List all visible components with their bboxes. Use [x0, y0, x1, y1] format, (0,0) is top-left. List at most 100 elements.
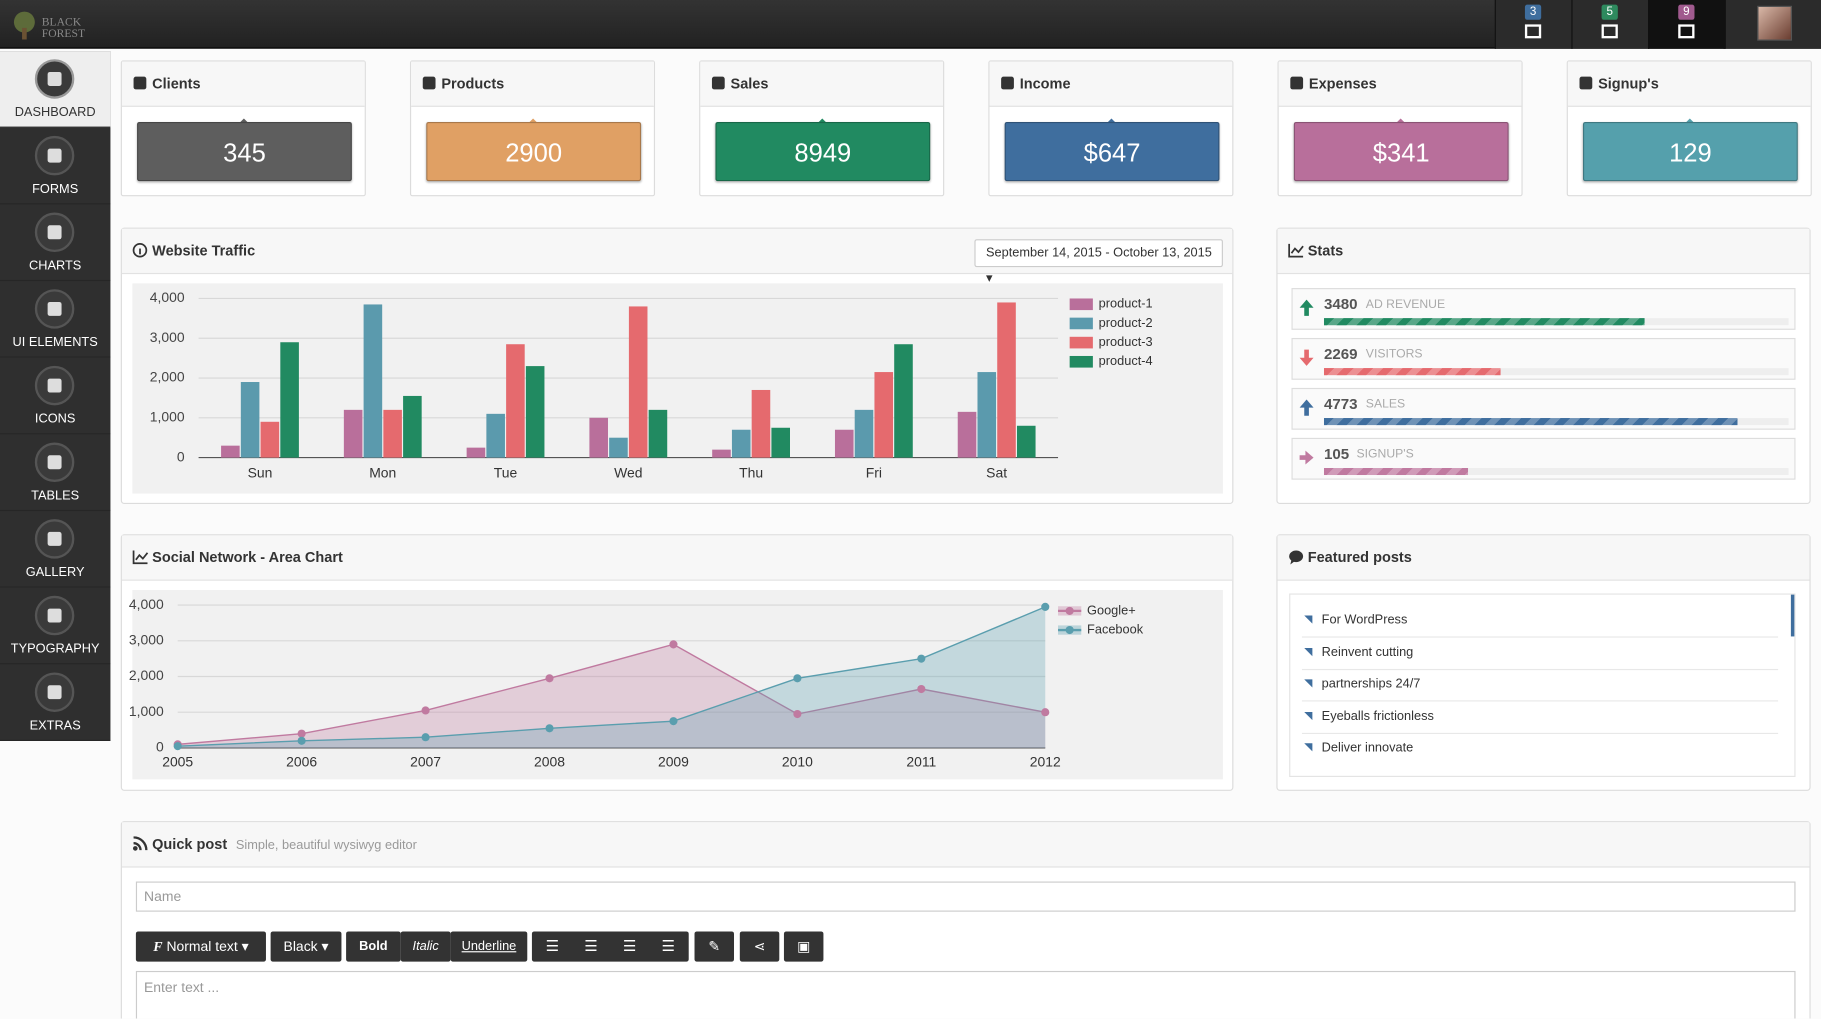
legend-label: Facebook: [1087, 621, 1144, 636]
bar: [751, 389, 771, 458]
stat-row: 4773 SALES: [1291, 387, 1796, 430]
y-tick-label: 4,000: [129, 596, 164, 612]
date-range-picker[interactable]: September 14, 2015 - October 13, 2015 ▾: [974, 239, 1223, 286]
bar: [609, 437, 628, 458]
icon: [1288, 243, 1304, 258]
badge: 3: [1524, 4, 1542, 20]
card-icon: [1001, 76, 1014, 90]
panel-title: Featured posts: [1307, 549, 1412, 566]
card-header: [1278, 61, 1522, 107]
progress-track: [1323, 368, 1789, 376]
nav-item[interactable]: TYPOGRAPHY: [0, 587, 111, 665]
data-point: [421, 733, 430, 742]
bar: [834, 429, 854, 458]
divider: [1301, 732, 1779, 734]
user-menu[interactable]: [1723, 0, 1821, 49]
x-tick-label: 2005: [162, 754, 193, 770]
nav-item[interactable]: TABLES: [0, 434, 111, 512]
underline-button[interactable]: Underline: [450, 931, 528, 962]
nav-icon[interactable]: 3: [1494, 0, 1573, 49]
nav-item[interactable]: GALLERY: [0, 511, 111, 588]
scrollbar: [1790, 594, 1795, 637]
area-line: [177, 643, 1046, 746]
stat-card: Sales 8949: [699, 60, 945, 197]
posts-list: For WordPress Reinvent cutting partnership…: [1289, 593, 1796, 777]
text-editor[interactable]: Enter text ...: [135, 970, 1796, 1019]
panel-title: Stats: [1307, 242, 1344, 259]
post-bullet: [1304, 743, 1313, 752]
x-tick-label: Sun: [248, 465, 273, 481]
font-dropdown[interactable]: F Normal text ▾: [135, 931, 266, 962]
card-header: [700, 61, 944, 107]
legend-dot: [1065, 606, 1074, 615]
panel-header: Featured posts: [1277, 535, 1810, 581]
panel-title: Quick post: [152, 836, 228, 853]
arrow-shape: [1299, 450, 1314, 465]
progress-bar: [1323, 368, 1501, 376]
y-tick-label: 0: [156, 739, 164, 755]
nav-icon-glyph: [47, 378, 62, 393]
icon: [132, 836, 148, 851]
bold-button[interactable]: Bold: [346, 931, 401, 962]
nav-icon-glyph: [47, 608, 62, 623]
nav-icon: [34, 59, 75, 99]
panel-header: Social Network - Area Chart: [121, 535, 1233, 581]
y-tick-label: 2,000: [150, 369, 185, 385]
logo-line: FOREST: [41, 27, 86, 41]
nav-item[interactable]: ICONS: [0, 357, 111, 435]
panel-title: Social Network - Area Chart: [152, 549, 343, 566]
nav-item[interactable]: FORMS: [0, 127, 111, 205]
card-pointer: [1684, 113, 1696, 125]
color-dropdown[interactable]: Black ▾: [270, 931, 342, 962]
icon-shape: [1601, 24, 1618, 39]
icon: [132, 550, 149, 565]
stat-value: 3480: [1323, 294, 1358, 313]
data-point: [669, 717, 678, 726]
stat-card: Products 2900: [409, 60, 656, 197]
legend-swatch: [1069, 355, 1093, 368]
nav-icon[interactable]: 9: [1648, 0, 1726, 49]
post-link: Deliver innovate: [1321, 740, 1414, 755]
divider: [1301, 636, 1779, 638]
list-buttons[interactable]: ☰ ☰ ☰ ☰: [531, 931, 689, 962]
post-bullet: [1304, 711, 1313, 720]
nav-icon[interactable]: 5: [1571, 0, 1650, 49]
share-button[interactable]: ⋖: [739, 931, 780, 962]
nav-item[interactable]: CHARTS: [0, 204, 111, 282]
posts-panel: Featured posts For WordPress Reinvent cut…: [1276, 534, 1811, 791]
nav-item[interactable]: EXTRAS: [0, 664, 111, 741]
italic-button[interactable]: Italic: [400, 931, 451, 962]
data-point: [421, 706, 430, 715]
nav-icon-glyph: [47, 685, 62, 700]
card-header: [121, 61, 365, 107]
x-tick-label: 2011: [906, 754, 936, 770]
card-pointer: [238, 113, 250, 125]
avatar: [1757, 5, 1793, 41]
data-point: [545, 724, 554, 733]
pencil-button[interactable]: ✎: [694, 931, 735, 962]
image-button[interactable]: ▣: [783, 931, 824, 962]
card-title: Sales: [730, 75, 769, 92]
area-fill: [177, 606, 1046, 748]
legend-swatch: [1069, 317, 1093, 330]
stat-label: VISITORS: [1365, 347, 1423, 362]
nav-label: CHARTS: [29, 258, 82, 273]
button-label: Black: [283, 938, 318, 955]
x-tick-label: Wed: [614, 465, 642, 481]
data-point: [297, 729, 306, 738]
card-icon: [711, 76, 725, 90]
nav-icon: [34, 365, 75, 406]
legend-label: product-4: [1099, 353, 1153, 368]
nav-item[interactable]: UI ELEMENTS: [0, 281, 111, 358]
name-input[interactable]: Name: [135, 881, 1796, 912]
sidebar: DASHBOARD FORMS CHARTS UI ELEMENTS ICONS TABL…: [0, 51, 111, 741]
top-bar: BLACK FOREST 3 5 9: [0, 0, 1821, 49]
y-tick-label: 3,000: [150, 329, 185, 345]
bar: [506, 344, 525, 458]
legend-swatch: [1069, 298, 1093, 311]
nav-item[interactable]: DASHBOARD: [0, 51, 111, 128]
stat-row: 105 SIGNUP'S: [1291, 437, 1796, 480]
card-icon: [133, 76, 147, 90]
social-panel: Social Network - Area Chart 0 1,000 2,000 3…: [120, 534, 1234, 791]
